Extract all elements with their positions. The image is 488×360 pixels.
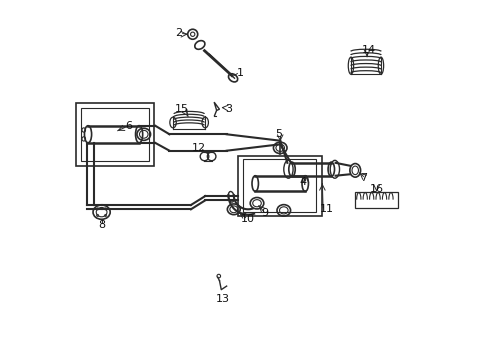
Text: 8: 8 (98, 220, 105, 230)
Text: 2: 2 (175, 28, 183, 38)
Text: 10: 10 (241, 214, 255, 224)
Bar (238, 156, 322, 216)
Bar (81, 108, 148, 161)
Text: 9: 9 (261, 208, 268, 218)
Text: 6: 6 (124, 121, 132, 131)
Text: 12: 12 (192, 143, 206, 153)
Text: 15: 15 (175, 104, 188, 113)
Text: 11: 11 (319, 203, 333, 213)
Bar (354, 192, 397, 207)
Text: 1: 1 (236, 68, 243, 78)
Text: 7: 7 (359, 173, 366, 183)
Text: 13: 13 (215, 294, 229, 303)
Text: 14: 14 (361, 45, 375, 55)
Text: 16: 16 (369, 184, 383, 194)
Text: 3: 3 (224, 104, 231, 113)
Bar (76, 103, 154, 166)
Text: 5: 5 (275, 129, 282, 139)
Text: 4: 4 (299, 177, 306, 187)
Bar (242, 159, 315, 212)
